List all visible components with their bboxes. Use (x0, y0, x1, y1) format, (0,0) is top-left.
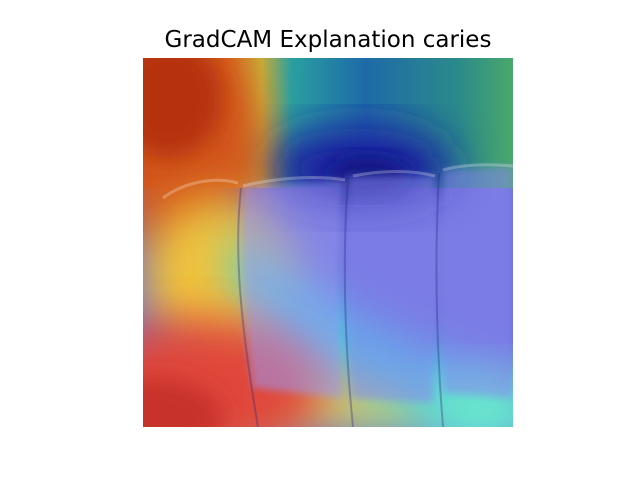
figure-title: GradCAM Explanation caries (164, 27, 492, 53)
gradcam-heatmap-image (143, 58, 513, 427)
heatmap-overlay (143, 58, 513, 427)
